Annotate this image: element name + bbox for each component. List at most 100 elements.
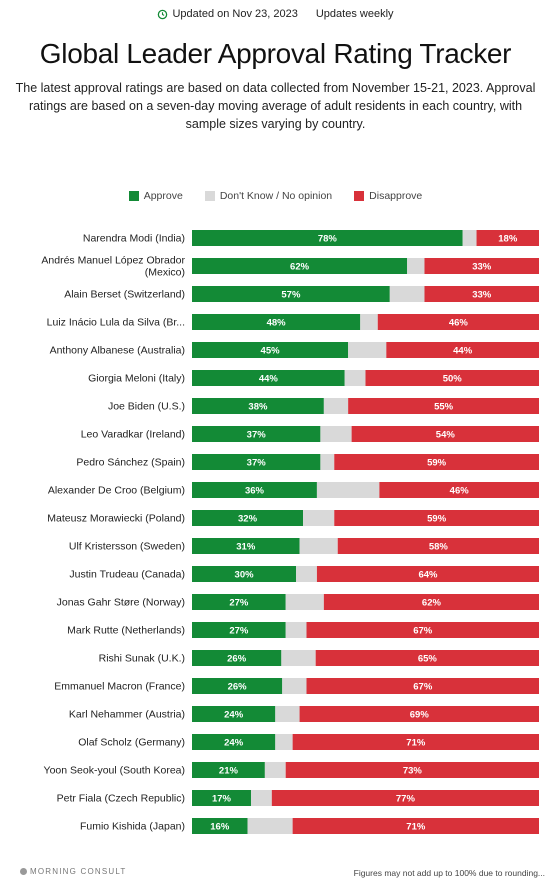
category-label: Leo Varadkar (Ireland) (81, 429, 185, 441)
data-label-disapprove: 50% (443, 374, 463, 385)
category-label: Anthony Albanese (Australia) (50, 345, 185, 357)
bar-dont-know (285, 622, 307, 638)
rounding-footnote: Figures may not add up to 100% due to ro… (353, 868, 545, 878)
bar-disapprove (316, 566, 539, 582)
chart-row: Yoon Seok-youl (South Korea) 21% 73% (44, 762, 539, 778)
bar-approve (192, 538, 300, 554)
bar-disapprove (351, 426, 539, 442)
category-label: Mark Rutte (Netherlands) (67, 625, 185, 637)
category-label: Luiz Inácio Lula da Silva (Br... (47, 317, 185, 329)
data-label-approve: 44% (259, 374, 279, 385)
bar-disapprove (306, 622, 539, 638)
data-label-disapprove: 62% (422, 598, 442, 609)
category-label: Justin Trudeau (Canada) (69, 569, 185, 581)
bar-dont-know (299, 538, 338, 554)
bar-approve (192, 622, 286, 638)
bar-disapprove (379, 482, 539, 498)
bar-dont-know (264, 762, 286, 778)
bar-disapprove (365, 370, 539, 386)
data-label-disapprove: 64% (418, 570, 438, 581)
data-label-approve: 24% (224, 710, 244, 721)
data-label-approve: 26% (227, 654, 247, 665)
data-label-disapprove: 46% (449, 318, 469, 329)
bar-dont-know (389, 286, 425, 302)
data-label-disapprove: 71% (406, 822, 426, 833)
legend-label-disapprove: Disapprove (369, 190, 423, 202)
data-label-disapprove: 69% (410, 710, 430, 721)
category-label: Narendra Modi (India) (83, 233, 185, 245)
bar-disapprove (292, 818, 539, 834)
bar-dont-know (407, 258, 425, 274)
bar-approve (192, 650, 282, 666)
chart-row: Leo Varadkar (Ireland) 37% 54% (81, 426, 539, 442)
category-label: Karl Nehammer (Austria) (69, 709, 185, 721)
data-label-approve: 62% (290, 262, 310, 273)
data-label-disapprove: 55% (434, 402, 454, 413)
bar-dont-know (344, 370, 366, 386)
category-label: Mateusz Morawiecki (Poland) (47, 513, 185, 525)
bar-dont-know (247, 818, 293, 834)
bar-approve (192, 706, 276, 722)
data-label-disapprove: 54% (436, 430, 456, 441)
bar-disapprove (334, 454, 539, 470)
category-label: Petr Fiala (Czech Republic) (57, 793, 185, 805)
data-label-approve: 26% (228, 682, 248, 693)
chart-row: Anthony Albanese (Australia) 45% 44% (50, 342, 539, 358)
bar-dont-know (462, 230, 477, 246)
chart-row: Mark Rutte (Netherlands) 27% 67% (67, 622, 539, 638)
refresh-icon (158, 9, 168, 19)
chart-row: Rishi Sunak (U.K.) 26% 65% (99, 650, 539, 666)
bar-dont-know (275, 706, 300, 722)
data-label-approve: 36% (245, 486, 265, 497)
data-label-approve: 78% (318, 234, 338, 245)
data-label-approve: 27% (229, 598, 249, 609)
data-label-approve: 38% (248, 402, 268, 413)
legend-swatch-approve (128, 191, 139, 201)
bar-disapprove (299, 706, 539, 722)
bar-approve (192, 426, 321, 442)
chart-row: Alexander De Croo (Belgium) 36% 46% (48, 482, 539, 498)
chart-row: Petr Fiala (Czech Republic) 17% 77% (57, 790, 539, 806)
bar-dont-know (348, 342, 387, 358)
updated-date: Updated on Nov 23, 2023 (172, 8, 298, 20)
page-subtitle: The latest approval ratings are based on… (15, 81, 536, 131)
bar-approve (192, 286, 390, 302)
chart-row: Pedro Sánchez (Spain) 37% 59% (76, 454, 539, 470)
bar-approve (192, 510, 304, 526)
category-label: Emmanuel Macron (France) (54, 681, 185, 693)
category-label: Pedro Sánchez (Spain) (76, 457, 185, 469)
data-label-disapprove: 73% (403, 766, 423, 777)
bar-disapprove (337, 538, 539, 554)
approval-chart: Narendra Modi (India) 78% 18% Andrés Manuel… (41, 230, 539, 834)
bar-disapprove (424, 258, 539, 274)
data-label-approve: 31% (236, 542, 256, 553)
chart-row: Jonas Gahr Støre (Norway) 27% 62% (57, 594, 539, 610)
chart-row: Fumio Kishida (Japan) 16% 71% (80, 818, 539, 834)
legend-item-approve: Approve (128, 190, 183, 202)
bar-dont-know (320, 426, 352, 442)
category-label: Jonas Gahr Støre (Norway) (57, 597, 185, 609)
data-label-disapprove: 77% (396, 794, 416, 805)
data-label-approve: 57% (281, 290, 301, 301)
data-label-approve: 16% (210, 822, 230, 833)
chart-row: Andrés Manuel López Obrador (Mexico) 62% 33… (41, 255, 539, 279)
data-label-disapprove: 59% (427, 458, 447, 469)
category-label: Joe Biden (U.S.) (108, 401, 185, 413)
data-label-disapprove: 33% (472, 262, 492, 273)
category-label: Alexander De Croo (Belgium) (48, 485, 185, 497)
chart-row: Olaf Scholz (Germany) 24% 71% (78, 734, 539, 750)
bar-disapprove (377, 314, 539, 330)
data-label-disapprove: 46% (450, 486, 470, 497)
bar-approve (192, 454, 321, 470)
data-label-disapprove: 67% (413, 682, 433, 693)
bar-disapprove (271, 790, 539, 806)
data-label-disapprove: 58% (429, 542, 449, 553)
bar-approve (192, 258, 408, 274)
bar-approve (192, 734, 276, 750)
bar-disapprove (292, 734, 539, 750)
brand-logo-text: MORNING CONSULT (30, 867, 127, 876)
bar-dont-know (250, 790, 272, 806)
chart-row: Alain Berset (Switzerland) 57% 33% (64, 286, 539, 302)
bar-dont-know (320, 454, 335, 470)
data-label-approve: 24% (224, 738, 244, 749)
